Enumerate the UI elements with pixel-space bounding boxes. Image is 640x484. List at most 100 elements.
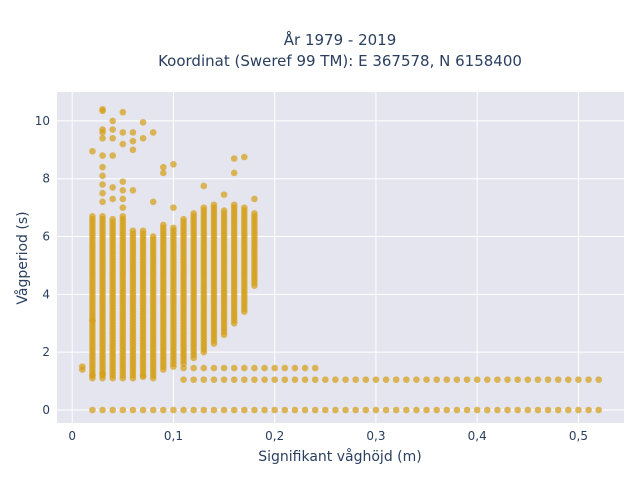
data-point [200,406,208,414]
data-point [160,163,167,171]
data-point [109,152,116,159]
data-point [99,198,106,206]
data-point [403,376,410,383]
data-point [99,152,106,159]
data-point [392,376,400,383]
data-point [403,406,410,414]
data-point [301,376,309,383]
data-point [99,189,106,197]
x-axis-title: Signifikant våghöjd (m) [258,448,421,465]
data-point [301,406,309,414]
data-point [352,406,359,414]
data-point [190,406,197,414]
data-point [291,406,299,414]
data-point [311,364,319,372]
chart-title-line-2: Koordinat (Sweref 99 TM): E 367578, N 61… [158,52,522,70]
y-tick-label: 10 [35,114,50,128]
data-point [241,364,248,372]
data-point [514,376,521,383]
data-point [149,129,157,136]
data-point [180,406,187,414]
data-point [109,195,116,203]
tick-labels: 0 0,1 0,2 0,3 0,4 0,5 0 2 4 6 8 10 [35,114,588,443]
data-point [200,182,208,190]
data-point [423,406,430,414]
y-tick-label: 0 [42,403,50,417]
data-point [352,376,359,383]
data-point [433,406,440,414]
data-point [230,376,238,383]
data-point [139,119,147,126]
data-point [119,108,127,116]
data-point [170,204,177,211]
data-point [129,146,137,154]
data-point [443,376,451,383]
data-point [534,406,542,414]
data-point [160,221,167,229]
data-point [241,376,248,383]
data-point [99,172,106,180]
x-tick-label: 0,2 [265,429,284,443]
data-point [139,227,147,235]
data-point [281,406,289,414]
data-point [565,376,572,383]
data-point [180,376,187,383]
x-tick-label: 0,5 [569,429,588,443]
data-point [271,406,278,414]
data-point [89,317,96,324]
data-point [109,134,116,142]
x-tick-label: 0,4 [468,429,487,443]
data-point [251,376,258,383]
data-point [575,406,582,414]
data-point [220,191,228,198]
data-point [89,406,96,414]
x-tick-label: 0 [68,429,76,443]
data-point [544,406,552,414]
data-point [109,215,116,223]
data-point [423,376,430,383]
data-point [463,376,471,383]
data-point [311,376,319,383]
data-point [453,376,461,383]
data-point [220,364,228,372]
data-point [291,364,299,372]
data-point [149,406,157,414]
data-point [210,364,218,372]
data-point [139,373,147,381]
data-point [595,376,602,383]
data-point [139,406,147,414]
data-point [413,376,420,383]
data-point [119,129,127,136]
data-point [413,406,420,414]
data-point [109,126,116,133]
data-point [504,376,511,383]
data-point [504,406,511,414]
data-point [251,195,258,203]
data-point [119,213,127,220]
data-point [322,406,329,414]
data-point [129,129,137,136]
data-point [89,372,96,379]
data-point [484,376,491,383]
data-point [139,134,147,142]
data-point [129,186,137,194]
data-point [362,406,370,414]
data-point [119,195,127,203]
data-point [544,376,552,383]
data-point [251,210,258,217]
data-point [99,406,106,414]
data-point [271,376,278,383]
data-point [311,406,319,414]
data-point [160,406,167,414]
data-point [99,129,106,136]
data-point [443,406,451,414]
data-point [271,364,278,372]
data-point [524,376,532,383]
data-point [261,406,268,414]
data-point [372,376,380,383]
data-point [372,406,380,414]
data-point [554,406,562,414]
data-point [382,406,390,414]
